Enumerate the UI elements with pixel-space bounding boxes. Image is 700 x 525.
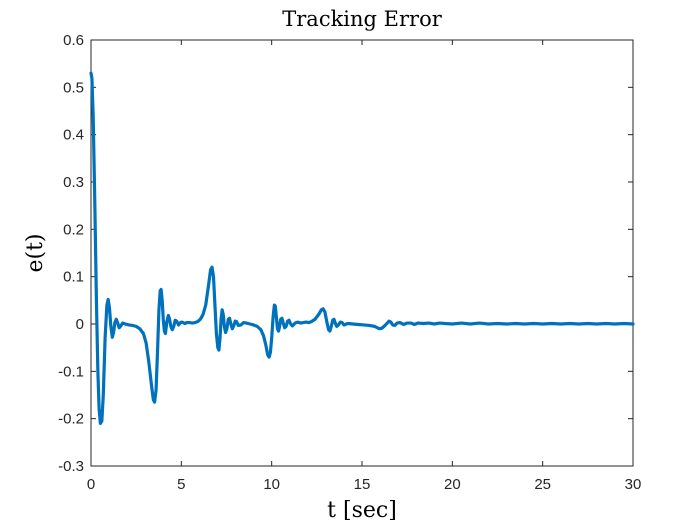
chart-title: Tracking Error bbox=[282, 7, 442, 31]
plot-area bbox=[90, 39, 634, 467]
x-tick-label: 20 bbox=[444, 476, 461, 493]
x-axis-label: t [sec] bbox=[327, 498, 397, 523]
tracking-error-line bbox=[89, 71, 635, 425]
x-tick-label: 25 bbox=[534, 476, 551, 493]
x-tick-label: 10 bbox=[263, 476, 280, 493]
y-axis-label: e(t) bbox=[23, 233, 48, 272]
series-layer bbox=[89, 71, 635, 425]
y-axis-ticks: -0.3 -0.2 -0.1 0 0.1 0.2 0.3 0.4 0.5 0.6 bbox=[58, 32, 633, 475]
x-tick-label: 5 bbox=[177, 476, 185, 493]
y-tick-label: 0.3 bbox=[63, 174, 84, 191]
y-tick-label: -0.3 bbox=[58, 458, 84, 475]
y-tick-label: 0.5 bbox=[63, 79, 84, 96]
x-tick-label: 0 bbox=[87, 476, 95, 493]
x-axis-ticks: 0 5 10 15 20 25 30 bbox=[87, 40, 642, 493]
y-tick-label: -0.1 bbox=[58, 363, 84, 380]
y-tick-label: -0.2 bbox=[58, 411, 84, 428]
y-tick-label: 0.1 bbox=[63, 269, 84, 286]
y-tick-label: 0.2 bbox=[63, 221, 84, 238]
y-tick-label: 0.6 bbox=[63, 32, 84, 49]
x-tick-label: 15 bbox=[354, 476, 371, 493]
y-tick-label: 0 bbox=[76, 316, 84, 333]
x-tick-label: 30 bbox=[625, 476, 642, 493]
y-tick-label: 0.4 bbox=[63, 127, 84, 144]
